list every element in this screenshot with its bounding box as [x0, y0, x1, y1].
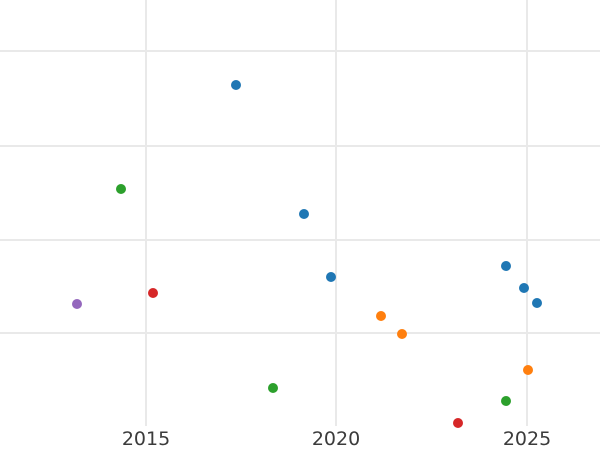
- horizontal-gridline: [0, 50, 600, 52]
- data-point-red: [148, 288, 158, 298]
- data-point-orange: [523, 365, 533, 375]
- data-point-purple: [72, 299, 82, 309]
- x-tick-label-2020: 2020: [311, 428, 361, 450]
- x-tick-label-2015: 2015: [121, 428, 171, 450]
- data-point-red: [453, 418, 463, 428]
- plot-area: [0, 0, 600, 428]
- data-point-green: [501, 396, 511, 406]
- vertical-gridline: [145, 0, 147, 426]
- data-point-green: [268, 383, 278, 393]
- data-point-orange: [376, 311, 386, 321]
- data-point-blue: [299, 209, 309, 219]
- vertical-gridline: [526, 0, 528, 426]
- vertical-gridline: [335, 0, 337, 426]
- data-point-blue: [519, 283, 529, 293]
- x-tick-label-2025: 2025: [502, 428, 552, 450]
- data-point-blue: [231, 80, 241, 90]
- data-point-blue: [532, 298, 542, 308]
- horizontal-gridline: [0, 332, 600, 334]
- data-point-blue: [326, 272, 336, 282]
- data-point-blue: [501, 261, 511, 271]
- data-point-green: [116, 184, 126, 194]
- data-point-orange: [397, 329, 407, 339]
- horizontal-gridline: [0, 239, 600, 241]
- horizontal-gridline: [0, 145, 600, 147]
- x-axis: 2015 2020 2025: [0, 428, 600, 450]
